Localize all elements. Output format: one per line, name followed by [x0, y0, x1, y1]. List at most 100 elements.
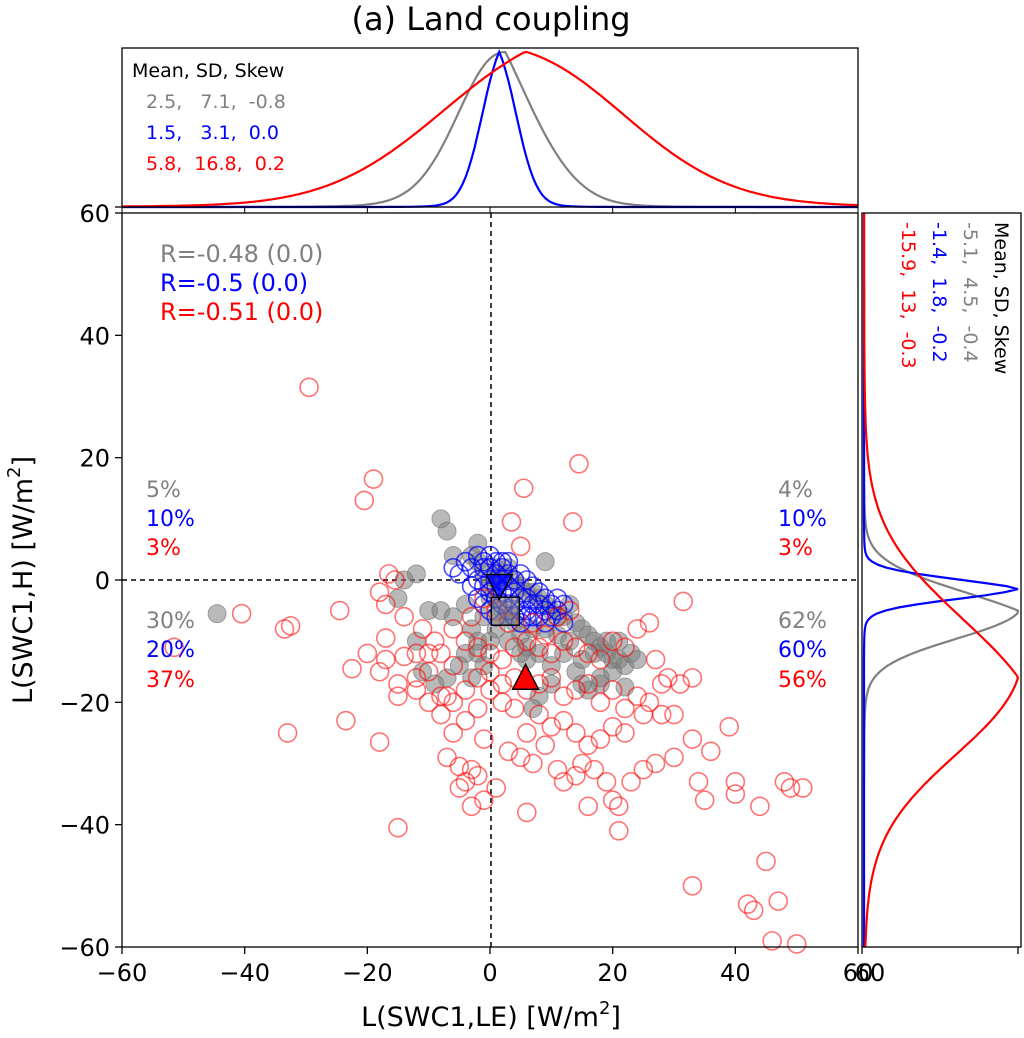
- red-point: [378, 564, 399, 584]
- red-point: [492, 692, 513, 713]
- red-point: [504, 698, 525, 719]
- red-point: [584, 759, 605, 780]
- red-point: [461, 796, 482, 817]
- y-tick-label: −60: [59, 934, 110, 962]
- red-point: [569, 453, 589, 474]
- red-right-density: [862, 213, 1020, 948]
- red-point: [792, 778, 813, 798]
- red-point: [700, 741, 721, 762]
- y-tick-label: 40: [79, 322, 110, 350]
- y-axis-label-close: ]: [8, 456, 39, 467]
- x-tick-label: 20: [597, 959, 628, 987]
- red-top-density: [121, 50, 859, 208]
- red-point: [431, 704, 451, 725]
- red-point: [553, 710, 574, 731]
- x-tick-label: 60: [843, 959, 874, 987]
- top-marginal-panel: Mean, SD, Skew 2.5, 7.1, -0.8 1.5, 3.1, …: [115, 47, 859, 213]
- y-axis-label-sup: 2: [4, 467, 25, 478]
- red-point: [535, 625, 556, 645]
- red-point: [553, 772, 574, 792]
- x-tick-label: −60: [97, 959, 148, 987]
- red-point: [608, 796, 629, 817]
- blue-point: [541, 594, 562, 615]
- red-point: [480, 680, 500, 700]
- red-point: [467, 668, 488, 688]
- blue-point: [467, 588, 488, 609]
- red-point: [615, 637, 635, 658]
- red-point: [516, 723, 537, 743]
- red-point: [627, 686, 648, 707]
- red-point: [566, 680, 586, 700]
- gray-point: [535, 552, 555, 572]
- red-point: [510, 536, 531, 557]
- red-point: [443, 619, 464, 639]
- top-stats-blue: 1.5, 3.1, 0.0: [146, 122, 279, 144]
- red-point: [774, 772, 795, 792]
- q-lr-red: 56%: [778, 668, 827, 693]
- red-point: [615, 698, 635, 719]
- q-ur-red: 3%: [778, 536, 813, 561]
- red-point: [547, 759, 568, 780]
- y-axis-label-text: L(SWC1,H) [W/m: [8, 478, 39, 704]
- red-point: [719, 716, 740, 737]
- blue-point: [461, 576, 482, 596]
- red-point: [431, 643, 451, 664]
- blue-point: [516, 570, 537, 590]
- red-point: [664, 704, 684, 725]
- blue-point: [474, 557, 494, 578]
- red-point: [682, 876, 703, 896]
- red-point: [596, 772, 617, 792]
- red-point: [375, 649, 396, 670]
- q-ul-blue: 10%: [146, 507, 195, 532]
- red-point: [513, 478, 534, 499]
- right-stats-gray: -5.1, 4.5, -0.4: [959, 222, 981, 363]
- red-point: [369, 661, 390, 682]
- red-point: [369, 582, 390, 603]
- red-point: [562, 512, 583, 532]
- red-point: [621, 772, 641, 792]
- blue-point: [529, 594, 549, 615]
- red-mean-marker: [511, 662, 540, 690]
- blue-point: [535, 613, 556, 633]
- red-point: [682, 729, 703, 749]
- red-point: [670, 674, 690, 694]
- blue-point: [541, 606, 562, 627]
- red-point: [412, 619, 433, 639]
- q-ur-blue: 10%: [778, 507, 827, 532]
- red-point: [541, 716, 562, 737]
- q-ll-red: 37%: [146, 668, 195, 693]
- red-point: [474, 790, 494, 811]
- gray-point: [615, 677, 635, 697]
- red-point: [645, 753, 666, 774]
- red-point: [467, 637, 488, 658]
- red-point: [523, 753, 543, 774]
- red-point: [461, 759, 482, 780]
- red-point: [437, 747, 457, 768]
- red-point: [688, 772, 709, 792]
- red-point: [756, 851, 776, 872]
- x-tick-label: −20: [342, 959, 393, 987]
- red-point: [523, 613, 543, 633]
- red-point: [501, 512, 522, 532]
- red-point: [299, 377, 319, 398]
- red-point: [645, 649, 666, 670]
- red-point: [750, 796, 770, 817]
- chart-title: (a) Land coupling: [351, 0, 630, 38]
- y-axis-label: L(SWC1,H) [W/m2]: [4, 456, 39, 704]
- red-point: [498, 741, 519, 762]
- x-tick-label: −40: [219, 959, 270, 987]
- red-point: [455, 772, 476, 792]
- red-point: [737, 894, 758, 914]
- right-stats-blue: -1.4, 1.8, -0.2: [928, 222, 950, 363]
- red-point: [627, 619, 648, 639]
- red-point: [566, 723, 586, 743]
- red-point: [394, 606, 414, 627]
- red-point: [164, 637, 184, 658]
- blue-point: [467, 545, 488, 566]
- right-stats-red: -15.9, 13, -0.3: [897, 222, 919, 369]
- y-tick-label: −40: [59, 812, 110, 840]
- red-point: [486, 778, 506, 798]
- red-point: [633, 759, 654, 780]
- x-tick-label: 40: [720, 959, 751, 987]
